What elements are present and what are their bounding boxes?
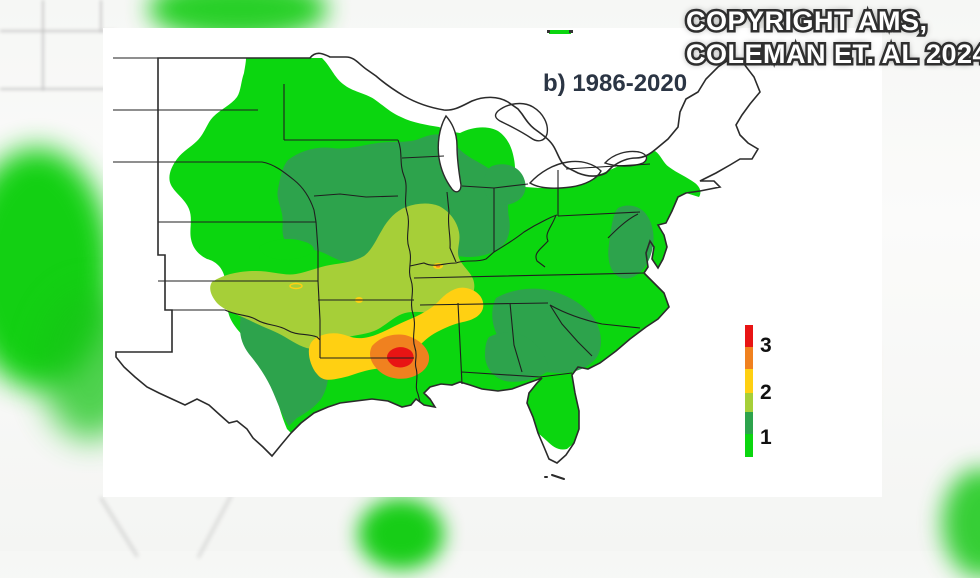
background-gridline [42,0,44,90]
legend-segment-teal-green [745,412,753,434]
legend-segment-bright-green [745,434,753,457]
us-contour-map: 3 2 1 [113,30,772,480]
contour-level2-region [308,287,484,380]
contour-speck-oklahoma [289,282,303,290]
copyright-line2: COLEMAN ET. AL 2024 [686,39,980,69]
top-edge-dash-tip [547,30,550,33]
copyright-watermark-outline: COPYRIGHT AMS, COLEMAN ET. AL 2024 [683,4,980,72]
lake-huron [494,102,549,142]
background-gridline [0,88,120,90]
top-edge-dash-tip [569,30,573,33]
copyright-line2: COLEMAN ET. AL 2024 [683,37,980,72]
florida-keys [544,474,565,480]
legend-label-3: 3 [760,334,772,357]
copyright-line1: COPYRIGHT AMS, [683,4,929,39]
map-title: b) 1986-2020 [543,70,688,97]
legend-colorbar: 3 2 1 [745,325,772,457]
background-gridline [0,30,116,32]
lake-ontario [603,150,648,167]
background-green-blob-bottom [358,498,444,570]
great-lakes [437,102,648,193]
contour-level3-region [387,347,414,368]
legend-segment-orange [745,347,753,369]
copyright-line1: COPYRIGHT AMS, [686,6,928,36]
background-faint-line [197,493,233,559]
background-green-blob-left [0,148,112,388]
legend-label-1: 1 [760,426,772,449]
legend-segment-red [745,325,753,347]
top-edge-green-dash [549,30,571,34]
us-outline [115,52,761,464]
background-faint-line [99,496,139,558]
legend-segment-yellow-green [745,393,753,412]
contour-level2a-region [210,203,475,349]
lake-michigan [437,114,462,193]
legend-segment-yellow [745,369,753,393]
copyright-watermark-text: COPYRIGHT AMS, COLEMAN ET. AL 2024 [686,5,980,71]
background-green-blob-bottom-right [942,468,980,578]
contour-level1b-delmarva [608,205,654,279]
background-gridline [100,0,102,32]
contour-level1-tongue-kansas [259,238,314,260]
contour-level1b-florida-bigbend [485,332,549,382]
legend-label-2: 2 [760,381,772,404]
state-boundaries [113,57,651,403]
